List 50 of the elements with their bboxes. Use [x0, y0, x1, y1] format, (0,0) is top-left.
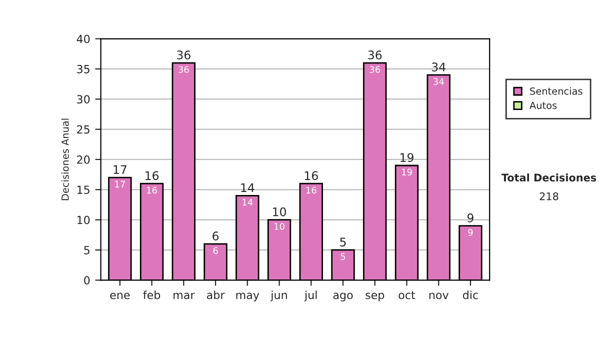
y-tick-label: 35 — [77, 64, 90, 74]
total-label: 36 — [368, 50, 382, 60]
total-label: 6 — [212, 232, 219, 240]
total-label: 16 — [304, 171, 318, 180]
total-label: 17 — [114, 165, 126, 174]
x-tick-label: feb — [143, 290, 160, 300]
x-tick-label: abr — [206, 290, 225, 300]
total-label: 5 — [340, 238, 346, 246]
x-tick-label: oct — [398, 291, 416, 300]
x-tick-label: ago — [333, 292, 353, 302]
x-tick-label: nov — [429, 292, 448, 300]
y-tick-label: 20 — [77, 155, 90, 164]
total-label: 9 — [467, 213, 474, 222]
x-tick-label: sep — [366, 292, 384, 302]
text: Total Decisiones — [501, 173, 596, 182]
total-label: 19 — [400, 153, 414, 162]
data-label: 6 — [213, 247, 218, 254]
y-tick-label: 30 — [77, 95, 90, 104]
data-label: 19 — [402, 168, 412, 176]
data-label: 10 — [274, 222, 284, 230]
legend-label: Autos — [530, 102, 557, 110]
y-tick-label: 25 — [77, 125, 90, 134]
data-label: 17 — [115, 180, 125, 188]
y-tick-label: 0 — [84, 276, 90, 285]
data-label: 36 — [370, 66, 380, 73]
x-tick-label: jul — [304, 290, 317, 302]
data-label: 14 — [242, 198, 253, 206]
text: 218 — [540, 192, 558, 200]
x-tick-label: jun — [270, 290, 287, 302]
x-tick-label: ene — [110, 292, 130, 300]
total-label: 34 — [432, 62, 446, 72]
y-tick-label: 40 — [76, 34, 90, 44]
data-label: 5 — [340, 253, 346, 260]
data-label: 9 — [468, 229, 473, 236]
total-label: 10 — [273, 207, 286, 216]
y-tick-label: 5 — [84, 246, 90, 254]
data-label: 36 — [178, 66, 189, 73]
total-label: 36 — [177, 50, 190, 60]
total-label: 14 — [241, 183, 254, 192]
x-tick-label: dic — [462, 290, 478, 300]
data-label: 16 — [147, 186, 157, 194]
y-tick-label: 15 — [77, 186, 90, 194]
y-axis-title: Decisiones Anual — [61, 118, 69, 200]
y-tick-label: 10 — [77, 216, 90, 224]
x-tick-label: may — [236, 292, 260, 302]
total-label: 16 — [146, 171, 159, 180]
legend-label: Sentencias — [530, 87, 582, 95]
x-tick-label: mar — [174, 292, 195, 300]
data-label: 34 — [434, 78, 444, 85]
data-label: 16 — [306, 186, 316, 194]
